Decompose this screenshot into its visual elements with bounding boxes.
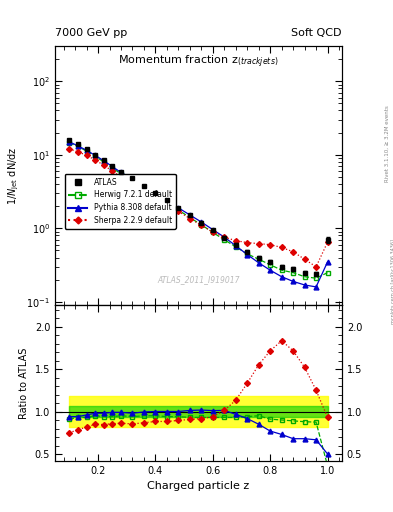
Y-axis label: Ratio to ATLAS: Ratio to ATLAS — [19, 347, 29, 419]
Text: Soft QCD: Soft QCD — [292, 28, 342, 38]
Legend: ATLAS, Herwig 7.2.1 default, Pythia 8.308 default, Sherpa 2.2.9 default: ATLAS, Herwig 7.2.1 default, Pythia 8.30… — [64, 174, 176, 229]
Y-axis label: $1/N_\mathrm{jet}$ dN/dz: $1/N_\mathrm{jet}$ dN/dz — [6, 146, 21, 205]
Text: Momentum fraction z$_{(track jets)}$: Momentum fraction z$_{(track jets)}$ — [118, 54, 279, 70]
X-axis label: Charged particle z: Charged particle z — [147, 481, 250, 491]
Text: 7000 GeV pp: 7000 GeV pp — [55, 28, 127, 38]
Text: Rivet 3.1.10, ≥ 3.2M events: Rivet 3.1.10, ≥ 3.2M events — [385, 105, 390, 182]
Text: mcplots.cern.ch [arXiv:1306.3436]: mcplots.cern.ch [arXiv:1306.3436] — [391, 239, 393, 324]
Text: ATLAS_2011_I919017: ATLAS_2011_I919017 — [157, 275, 240, 285]
